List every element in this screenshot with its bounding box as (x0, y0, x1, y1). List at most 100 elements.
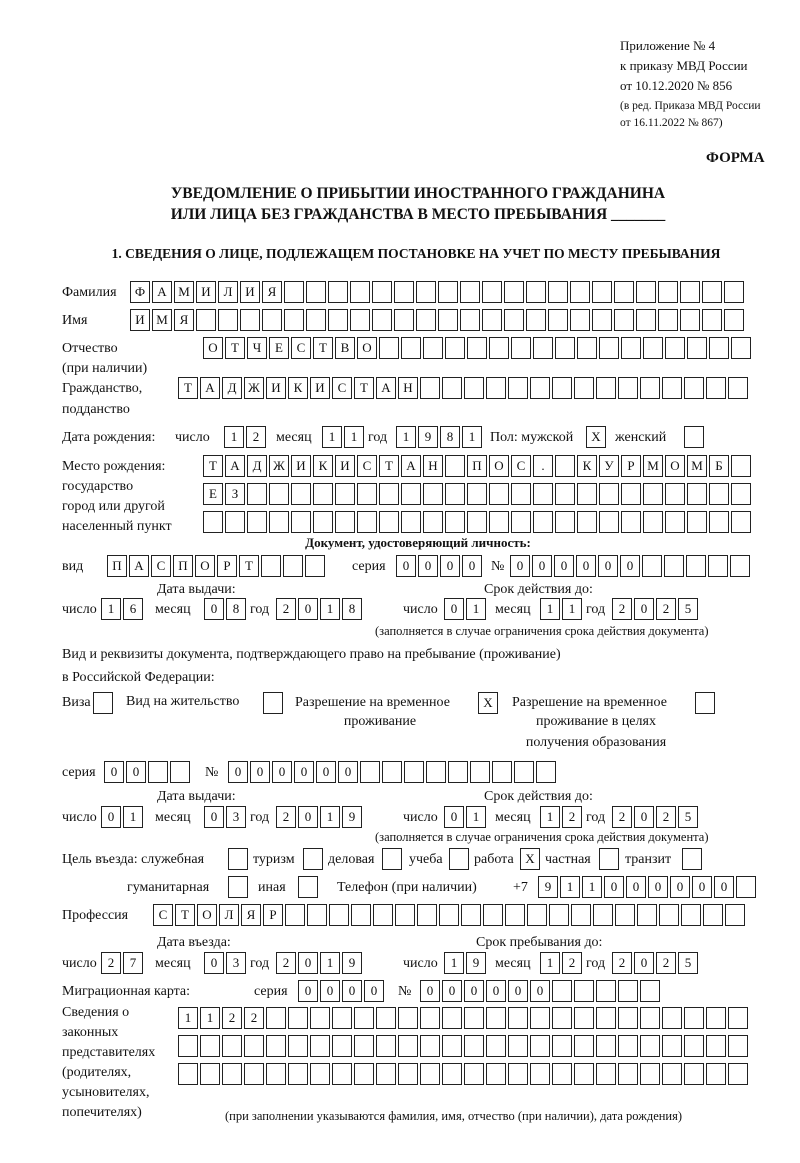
char-box[interactable]: И (291, 455, 311, 477)
char-box[interactable] (310, 1063, 330, 1085)
char-box[interactable]: М (152, 309, 172, 331)
char-box[interactable]: 0 (204, 598, 224, 620)
char-box[interactable] (492, 761, 512, 783)
checkbox[interactable] (599, 848, 619, 870)
char-box[interactable]: Т (379, 455, 399, 477)
char-box[interactable] (178, 1063, 198, 1085)
char-box[interactable] (504, 281, 524, 303)
char-box[interactable]: 2 (276, 952, 296, 974)
char-box[interactable] (460, 281, 480, 303)
char-box[interactable]: 0 (316, 761, 336, 783)
char-box[interactable]: Я (262, 281, 282, 303)
char-box[interactable]: 3 (226, 806, 246, 828)
char-box[interactable]: Ж (244, 377, 264, 399)
temp-permit-checkbox[interactable]: X (478, 692, 500, 714)
char-box[interactable]: И (240, 281, 260, 303)
char-box[interactable]: 1 (344, 426, 364, 448)
purpose-official-checkbox[interactable] (228, 848, 250, 870)
char-box[interactable]: 8 (440, 426, 460, 448)
char-box[interactable] (709, 337, 729, 359)
checkbox[interactable] (449, 848, 469, 870)
residence-checkbox[interactable] (263, 692, 285, 714)
char-box[interactable] (285, 904, 305, 926)
char-box[interactable] (593, 904, 613, 926)
char-box[interactable]: 0 (104, 761, 124, 783)
reps-field-3[interactable] (178, 1063, 750, 1085)
char-box[interactable] (577, 483, 597, 505)
char-box[interactable]: 0 (101, 806, 121, 828)
char-box[interactable] (555, 511, 575, 533)
char-box[interactable] (570, 281, 590, 303)
char-box[interactable]: 0 (298, 598, 318, 620)
char-box[interactable] (548, 281, 568, 303)
char-box[interactable]: 0 (508, 980, 528, 1002)
char-box[interactable] (577, 337, 597, 359)
char-box[interactable] (483, 904, 503, 926)
char-box[interactable]: 1 (540, 952, 560, 974)
char-box[interactable] (200, 1035, 220, 1057)
char-box[interactable]: 1 (224, 426, 244, 448)
char-box[interactable] (420, 377, 440, 399)
char-box[interactable]: Ф (130, 281, 150, 303)
char-box[interactable] (687, 511, 707, 533)
char-box[interactable] (599, 511, 619, 533)
char-box[interactable] (570, 309, 590, 331)
char-box[interactable] (398, 1035, 418, 1057)
char-box[interactable] (728, 377, 748, 399)
char-box[interactable] (467, 337, 487, 359)
char-box[interactable] (486, 1035, 506, 1057)
char-box[interactable] (618, 1035, 638, 1057)
char-box[interactable] (382, 761, 402, 783)
char-box[interactable] (401, 337, 421, 359)
char-box[interactable]: 6 (123, 598, 143, 620)
char-box[interactable] (445, 337, 465, 359)
char-box[interactable] (596, 377, 616, 399)
char-box[interactable]: 9 (538, 876, 558, 898)
char-box[interactable] (284, 309, 304, 331)
edu-permit-checkbox[interactable] (695, 692, 717, 714)
char-box[interactable]: 0 (532, 555, 552, 577)
char-box[interactable] (269, 511, 289, 533)
char-box[interactable]: М (643, 455, 663, 477)
char-box[interactable] (372, 309, 392, 331)
char-box[interactable] (420, 1063, 440, 1085)
checkbox[interactable] (263, 692, 283, 714)
char-box[interactable] (533, 483, 553, 505)
purpose-humanitarian-checkbox[interactable] (228, 876, 250, 898)
char-box[interactable] (438, 281, 458, 303)
char-box[interactable]: 0 (228, 761, 248, 783)
char-box[interactable]: 0 (554, 555, 574, 577)
char-box[interactable] (288, 1007, 308, 1029)
char-box[interactable] (284, 281, 304, 303)
char-box[interactable] (637, 904, 657, 926)
char-box[interactable]: 0 (576, 555, 596, 577)
char-box[interactable]: О (195, 555, 215, 577)
char-box[interactable]: Т (178, 377, 198, 399)
char-box[interactable]: Р (621, 455, 641, 477)
char-box[interactable] (731, 455, 751, 477)
char-box[interactable] (574, 1063, 594, 1085)
char-box[interactable] (423, 483, 443, 505)
char-box[interactable] (489, 511, 509, 533)
char-box[interactable] (574, 980, 594, 1002)
char-box[interactable] (504, 309, 524, 331)
char-box[interactable]: Т (225, 337, 245, 359)
char-box[interactable]: Н (423, 455, 443, 477)
char-box[interactable]: 8 (226, 598, 246, 620)
char-box[interactable]: 0 (598, 555, 618, 577)
char-box[interactable] (687, 483, 707, 505)
char-box[interactable] (464, 1007, 484, 1029)
char-box[interactable]: 0 (692, 876, 712, 898)
char-box[interactable]: Т (354, 377, 374, 399)
char-box[interactable] (335, 483, 355, 505)
